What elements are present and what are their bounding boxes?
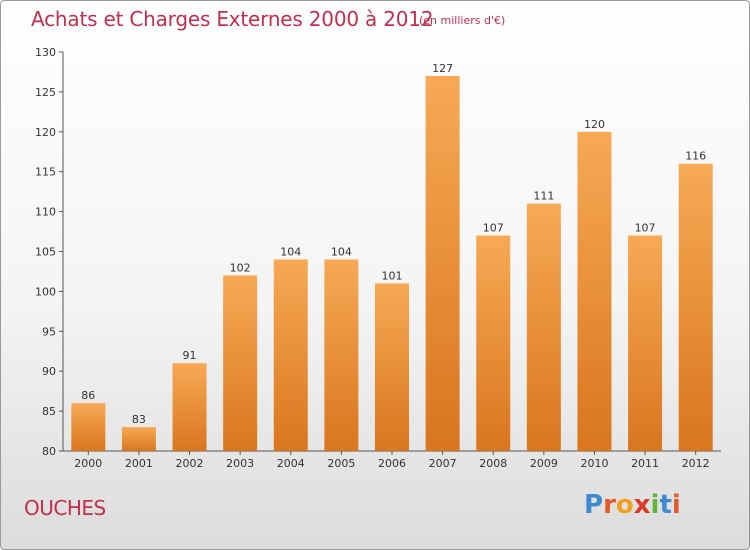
proxiti-logo: Proxiti <box>584 490 681 520</box>
bar-value-label: 127 <box>432 62 453 75</box>
x-tick-label: 2006 <box>378 457 406 470</box>
x-tick-label: 2004 <box>277 457 305 470</box>
logo-letter: x <box>633 490 651 520</box>
y-tick-label: 125 <box>35 86 56 99</box>
logo-letter: i <box>650 490 660 520</box>
bar-value-label: 104 <box>280 245 301 258</box>
y-tick-label: 85 <box>42 405 56 418</box>
logo-letter: t <box>659 490 672 520</box>
x-tick-label: 2003 <box>226 457 254 470</box>
bar-value-label: 107 <box>635 222 656 235</box>
bar-value-label: 107 <box>483 222 504 235</box>
bar-value-label: 86 <box>81 389 95 402</box>
bar-value-label: 120 <box>584 118 605 131</box>
bar <box>71 403 106 451</box>
bar <box>425 75 460 451</box>
logo-letter: P <box>584 490 604 520</box>
x-tick-label: 2002 <box>176 457 204 470</box>
bar <box>476 235 511 451</box>
bar <box>375 283 409 451</box>
x-tick-label: 2011 <box>631 457 659 470</box>
bar <box>273 259 308 451</box>
bar-value-label: 102 <box>230 261 251 274</box>
y-tick-label: 90 <box>42 365 56 378</box>
logo-letter: o <box>615 490 634 520</box>
bar <box>628 235 663 451</box>
bar-value-label: 101 <box>382 269 403 282</box>
y-tick-label: 120 <box>35 126 56 139</box>
logo-letter: i <box>671 490 681 520</box>
y-tick-label: 100 <box>35 285 56 298</box>
bar <box>121 427 156 451</box>
y-tick-label: 115 <box>35 166 56 179</box>
y-tick-label: 110 <box>35 206 56 219</box>
x-tick-label: 2009 <box>530 457 558 470</box>
x-tick-label: 2010 <box>580 457 608 470</box>
bar <box>324 259 359 451</box>
bar-value-label: 116 <box>685 150 706 163</box>
bar <box>577 131 612 452</box>
bar-value-label: 83 <box>132 413 146 426</box>
y-tick-label: 95 <box>42 325 56 338</box>
x-tick-label: 2008 <box>479 457 507 470</box>
x-tick-label: 2000 <box>74 457 102 470</box>
bar <box>223 275 258 451</box>
y-tick-label: 80 <box>42 445 56 458</box>
y-tick-label: 105 <box>35 246 56 259</box>
bar-value-label: 111 <box>533 190 554 203</box>
bar <box>172 363 207 451</box>
bar <box>678 163 713 451</box>
x-tick-label: 2005 <box>327 457 355 470</box>
place-name: OUCHES <box>24 496 106 520</box>
y-tick-label: 130 <box>35 46 56 59</box>
x-tick-label: 2007 <box>429 457 457 470</box>
logo-letter: r <box>603 490 616 520</box>
chart-title: Achats et Charges Externes 2000 à 2012 <box>31 7 434 31</box>
x-tick-label: 2012 <box>682 457 710 470</box>
x-tick-label: 2001 <box>125 457 153 470</box>
chart-subtitle: (en milliers d'€) <box>419 14 506 27</box>
bar <box>526 203 561 451</box>
bar-value-label: 91 <box>183 349 197 362</box>
bar-value-label: 104 <box>331 245 352 258</box>
